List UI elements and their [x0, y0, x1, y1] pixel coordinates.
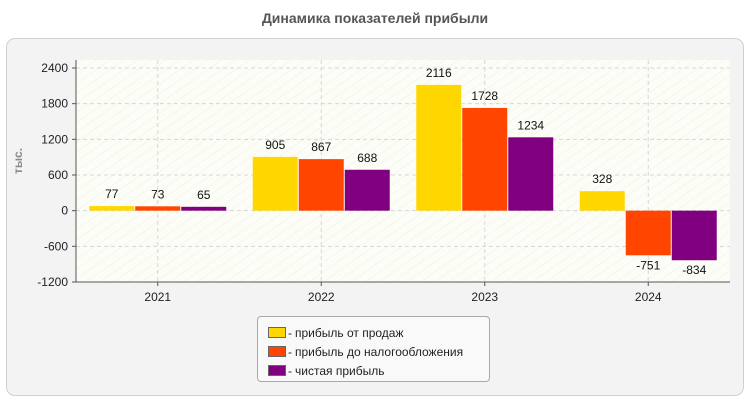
x-tick-label: 2024 [635, 290, 662, 304]
y-tick-label: 2400 [41, 61, 68, 75]
y-tick-label: -600 [44, 239, 68, 253]
y-tick-label: 1800 [41, 97, 68, 111]
legend-item-sales-profit: - прибыль от продаж [268, 323, 489, 342]
y-axis-label: тыс. [11, 148, 25, 174]
legend-dash: - [288, 344, 292, 359]
legend-label: чистая прибыль [295, 363, 385, 378]
y-tick-label: 1200 [41, 132, 68, 146]
bar [671, 210, 717, 261]
data-label: -834 [682, 263, 706, 277]
data-label: 905 [265, 138, 285, 152]
legend-swatch-sales-profit [268, 327, 286, 338]
legend-dash: - [288, 325, 292, 340]
data-label: 77 [105, 187, 119, 201]
legend-dash: - [288, 363, 292, 378]
bar [462, 107, 508, 211]
bar [181, 206, 227, 211]
legend-item-pretax-profit: - прибыль до налогообложения [268, 342, 489, 361]
bar [508, 137, 554, 211]
bar [344, 169, 390, 211]
chart-title: Динамика показателей прибыли [261, 10, 489, 26]
legend-swatch-pretax-profit [268, 346, 286, 357]
y-tick-label: 600 [48, 168, 68, 182]
bar [625, 210, 671, 256]
legend: - прибыль от продаж - прибыль до налогоо… [257, 316, 490, 382]
bar [135, 206, 181, 211]
data-label: -751 [636, 258, 660, 272]
data-label: 2116 [426, 66, 452, 80]
legend-label: прибыль до налогообложения [295, 344, 464, 359]
x-tick-label: 2023 [471, 290, 498, 304]
x-tick-label: 2021 [144, 290, 171, 304]
y-tick-label: -1200 [37, 275, 68, 289]
y-tick-label: 0 [61, 204, 68, 218]
bar [252, 156, 298, 211]
bar [579, 191, 625, 211]
data-label: 1728 [471, 89, 498, 103]
data-label: 73 [151, 187, 165, 201]
data-label: 1234 [517, 118, 544, 132]
legend-swatch-net-profit [268, 365, 286, 376]
data-label: 328 [592, 172, 612, 186]
data-label: 65 [197, 188, 211, 202]
x-tick-label: 2022 [308, 290, 335, 304]
plot-hatch [76, 60, 730, 282]
bar [416, 84, 462, 211]
legend-item-net-profit: - чистая прибыль [268, 361, 489, 380]
bar [298, 159, 344, 211]
bar [89, 206, 135, 211]
data-label: 867 [311, 140, 331, 154]
legend-label: прибыль от продаж [295, 325, 404, 340]
data-label: 688 [357, 151, 377, 165]
